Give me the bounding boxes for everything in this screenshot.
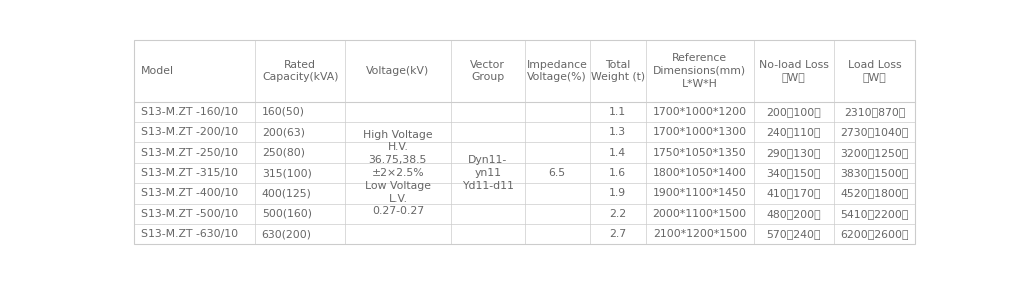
Text: 6200（2600）: 6200（2600）	[841, 229, 909, 239]
Text: 2730（1040）: 2730（1040）	[841, 127, 909, 137]
Text: 3200（1250）: 3200（1250）	[841, 147, 909, 158]
Text: 1.4: 1.4	[609, 147, 627, 158]
Text: 570（240）: 570（240）	[767, 229, 821, 239]
Text: 410（170）: 410（170）	[767, 188, 821, 199]
Text: 4520（1800）: 4520（1800）	[841, 188, 909, 199]
Text: 1.1: 1.1	[609, 107, 627, 117]
Text: Dyn11-
yn11
Yd11-d11: Dyn11- yn11 Yd11-d11	[462, 155, 514, 191]
Text: 1.9: 1.9	[609, 188, 627, 199]
Text: 2100*1200*1500: 2100*1200*1500	[652, 229, 746, 239]
Text: Load Loss
（W）: Load Loss （W）	[848, 60, 901, 82]
Text: Total
Weight (t): Total Weight (t)	[591, 60, 645, 82]
Text: 340（150）: 340（150）	[767, 168, 821, 178]
Text: 315(100): 315(100)	[262, 168, 311, 178]
Text: 160(50): 160(50)	[262, 107, 305, 117]
Text: No-load Loss
（W）: No-load Loss （W）	[759, 60, 828, 82]
Text: S13-M.ZT -200/10: S13-M.ZT -200/10	[140, 127, 238, 137]
Text: 1700*1000*1200: 1700*1000*1200	[652, 107, 746, 117]
Text: Voltage(kV): Voltage(kV)	[367, 66, 429, 76]
Text: 290（130）: 290（130）	[767, 147, 821, 158]
Text: 2.2: 2.2	[609, 209, 627, 219]
Text: S13-M.ZT -315/10: S13-M.ZT -315/10	[140, 168, 238, 178]
Text: 200(63): 200(63)	[262, 127, 305, 137]
Text: Model: Model	[140, 66, 174, 76]
Text: Vector
Group: Vector Group	[470, 60, 505, 82]
Text: 1700*1000*1300: 1700*1000*1300	[652, 127, 746, 137]
Text: 1.3: 1.3	[609, 127, 627, 137]
Text: 1750*1050*1350: 1750*1050*1350	[653, 147, 746, 158]
Text: 480（200）: 480（200）	[767, 209, 821, 219]
Text: 3830（1500）: 3830（1500）	[841, 168, 909, 178]
Text: 5410（2200）: 5410（2200）	[841, 209, 909, 219]
Text: S13-M.ZT -630/10: S13-M.ZT -630/10	[140, 229, 238, 239]
Text: 400(125): 400(125)	[262, 188, 311, 199]
Text: 2310（870）: 2310（870）	[844, 107, 905, 117]
Text: 2.7: 2.7	[609, 229, 627, 239]
Text: 500(160): 500(160)	[262, 209, 311, 219]
Text: 2000*1100*1500: 2000*1100*1500	[652, 209, 746, 219]
Text: S13-M.ZT -160/10: S13-M.ZT -160/10	[140, 107, 238, 117]
Text: Reference
Dimensions(mm)
L*W*H: Reference Dimensions(mm) L*W*H	[653, 53, 746, 89]
Text: 1800*1050*1400: 1800*1050*1400	[652, 168, 746, 178]
Text: 1900*1100*1450: 1900*1100*1450	[652, 188, 746, 199]
Text: 630(200): 630(200)	[262, 229, 311, 239]
Text: 250(80): 250(80)	[262, 147, 305, 158]
Text: 200（100）: 200（100）	[766, 107, 821, 117]
Text: 6.5: 6.5	[549, 168, 566, 178]
Text: S13-M.ZT -250/10: S13-M.ZT -250/10	[140, 147, 238, 158]
Text: High Voltage
H.V.
36.75,38.5
±2×2.5%
Low Voltage
L.V.
0.27-0.27: High Voltage H.V. 36.75,38.5 ±2×2.5% Low…	[364, 130, 433, 216]
Text: S13-M.ZT -400/10: S13-M.ZT -400/10	[140, 188, 238, 199]
Text: 240（110）: 240（110）	[767, 127, 821, 137]
Text: S13-M.ZT -500/10: S13-M.ZT -500/10	[140, 209, 238, 219]
Text: Impedance
Voltage(%): Impedance Voltage(%)	[526, 60, 588, 82]
Text: Rated
Capacity(kVA): Rated Capacity(kVA)	[262, 60, 339, 82]
Text: 1.6: 1.6	[609, 168, 627, 178]
